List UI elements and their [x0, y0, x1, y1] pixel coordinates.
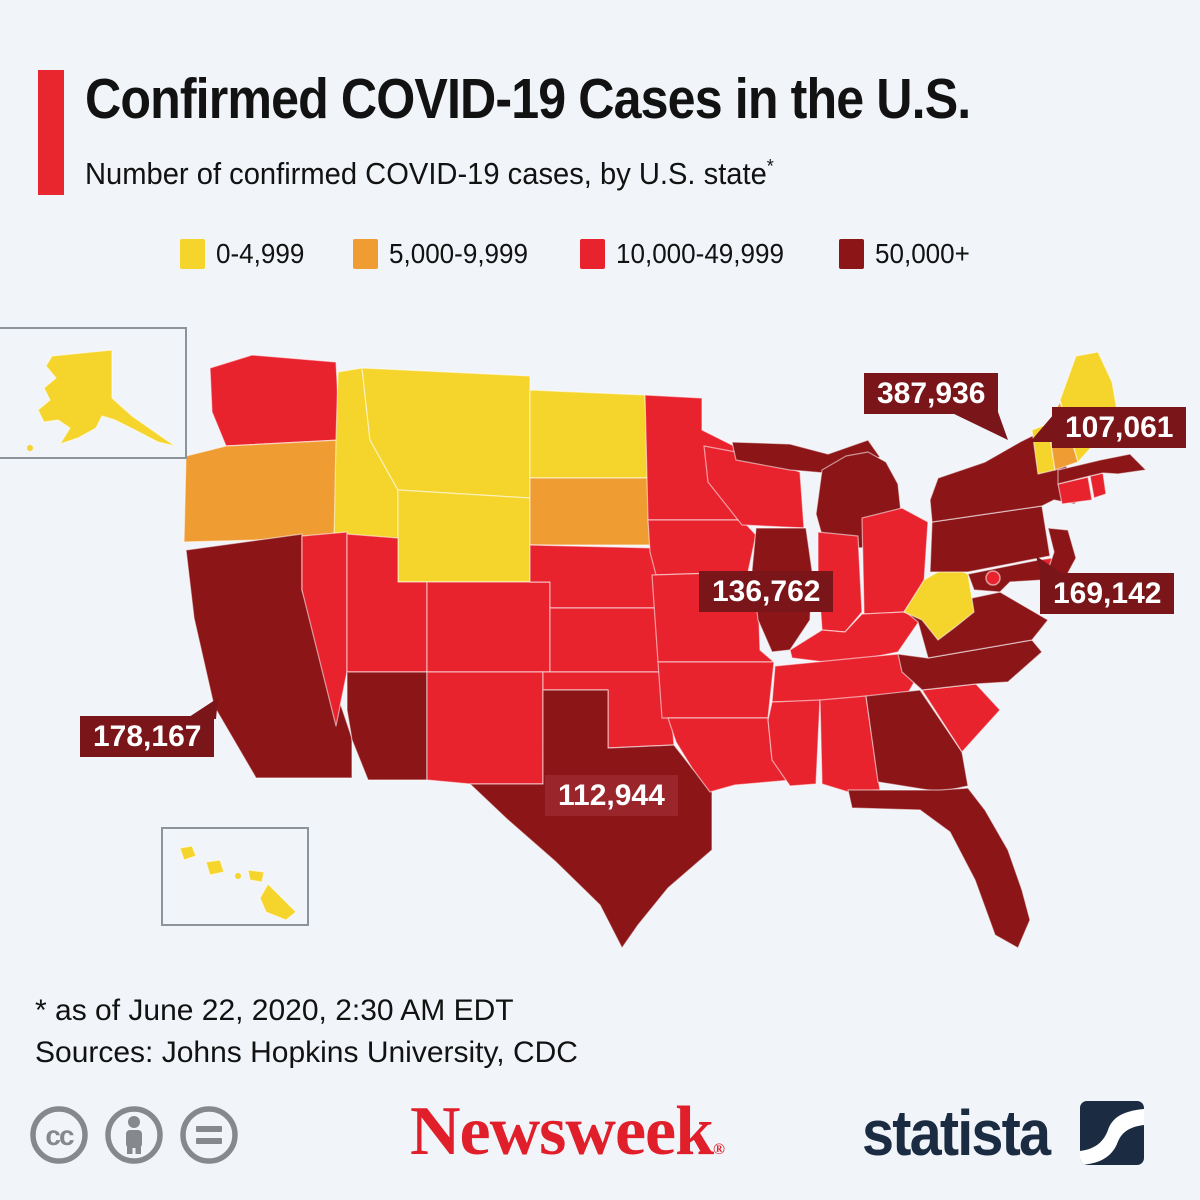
dc-marker-dot — [985, 570, 1001, 586]
state-shape — [529, 389, 649, 479]
state-shape — [865, 689, 969, 793]
state-shape — [397, 489, 531, 583]
legend-swatch-red — [580, 239, 606, 269]
callout-pointer-ny — [950, 412, 1008, 440]
callout-texas: 112,944 — [545, 775, 678, 816]
state-shape — [647, 519, 757, 576]
state-shape-hawaii — [179, 845, 197, 861]
creative-commons-badges: cc — [30, 1106, 238, 1164]
callout-new-jersey: 169,142 — [1040, 573, 1175, 614]
legend-swatch-orange — [352, 239, 378, 269]
state-shape — [469, 689, 713, 949]
callout-value: 169,142 — [1053, 577, 1162, 610]
legend: 0-4,999 5,000-9,999 10,000-49,999 50,000… — [180, 238, 977, 270]
newsweek-logo: Newsweek® — [410, 1093, 725, 1170]
callout-pointer-nj — [1036, 556, 1066, 578]
callout-value: 136,762 — [712, 575, 821, 608]
registered-mark: ® — [713, 1141, 725, 1158]
footnotes: * as of June 22, 2020, 2:30 AM EDT Sourc… — [35, 990, 578, 1074]
hawaii-inset-box — [161, 827, 309, 926]
legend-item-10000-49999: 10,000-49,999 — [580, 238, 797, 270]
legend-label: 10,000-49,999 — [616, 238, 785, 269]
state-shape — [1089, 472, 1107, 499]
state-shape-hawaii — [235, 873, 241, 879]
legend-swatch-yellow — [180, 239, 205, 269]
state-shape — [529, 477, 653, 546]
legend-label: 0-4,999 — [216, 238, 305, 269]
state-shape — [1057, 453, 1147, 485]
footnote-asterisk: * — [766, 156, 774, 178]
aleutian-island — [27, 445, 33, 451]
callout-illinois: 136,762 — [699, 571, 834, 612]
state-shape — [183, 439, 341, 543]
statista-wordmark: statista — [862, 1097, 1051, 1169]
attribution-icon — [105, 1106, 163, 1164]
svg-text:cc: cc — [45, 1120, 74, 1151]
page-title: Confirmed COVID-19 Cases in the U.S. — [85, 67, 971, 131]
state-shape — [847, 787, 1031, 949]
legend-label: 50,000+ — [875, 238, 970, 269]
legend-swatch-darkred — [839, 239, 865, 269]
state-shape — [657, 661, 775, 719]
state-shape — [549, 607, 669, 673]
legend-label: 5,000-9,999 — [388, 238, 528, 269]
callout-california: 178,167 — [80, 716, 215, 757]
state-shape-hawaii — [259, 883, 297, 921]
cc-license-icon: cc — [30, 1106, 88, 1164]
legend-item-50000plus: 50,000+ — [839, 238, 977, 270]
callout-value: 112,944 — [558, 779, 665, 812]
state-shape — [346, 671, 428, 781]
page-subtitle: Number of confirmed COVID-19 cases, by U… — [85, 156, 774, 191]
legend-item-0-4999: 0-4,999 — [180, 238, 311, 270]
callout-pointer-ma — [1030, 414, 1054, 442]
callout-value: 387,936 — [877, 377, 986, 410]
statista-mark-icon — [1080, 1101, 1145, 1165]
state-shape-hawaii — [205, 859, 225, 876]
asterisk-note: * as of June 22, 2020, 2:30 AM EDT — [35, 994, 514, 1027]
sources-note: Sources: Johns Hopkins University, CDC — [35, 1036, 578, 1069]
state-shape — [426, 671, 544, 785]
legend-item-5000-9999: 5,000-9,999 — [352, 238, 538, 270]
state-shape — [209, 354, 341, 447]
state-shape-alaska — [37, 349, 176, 447]
state-shape — [529, 544, 663, 609]
no-derivatives-icon — [180, 1106, 238, 1164]
callout-pointer-ca — [186, 698, 218, 719]
us-choropleth-map — [0, 327, 1147, 949]
title-accent-bar — [38, 70, 64, 195]
callout-value: 107,061 — [1065, 411, 1174, 444]
state-shape — [301, 531, 348, 727]
statista-logo: statista — [862, 1096, 1145, 1170]
alaska-inset-box — [0, 327, 187, 459]
state-shape-hawaii — [247, 869, 265, 883]
callout-massachusetts: 107,061 — [1052, 407, 1187, 448]
callout-value: 178,167 — [93, 720, 202, 753]
callout-new-york: 387,936 — [864, 373, 999, 414]
state-shape — [426, 581, 551, 673]
